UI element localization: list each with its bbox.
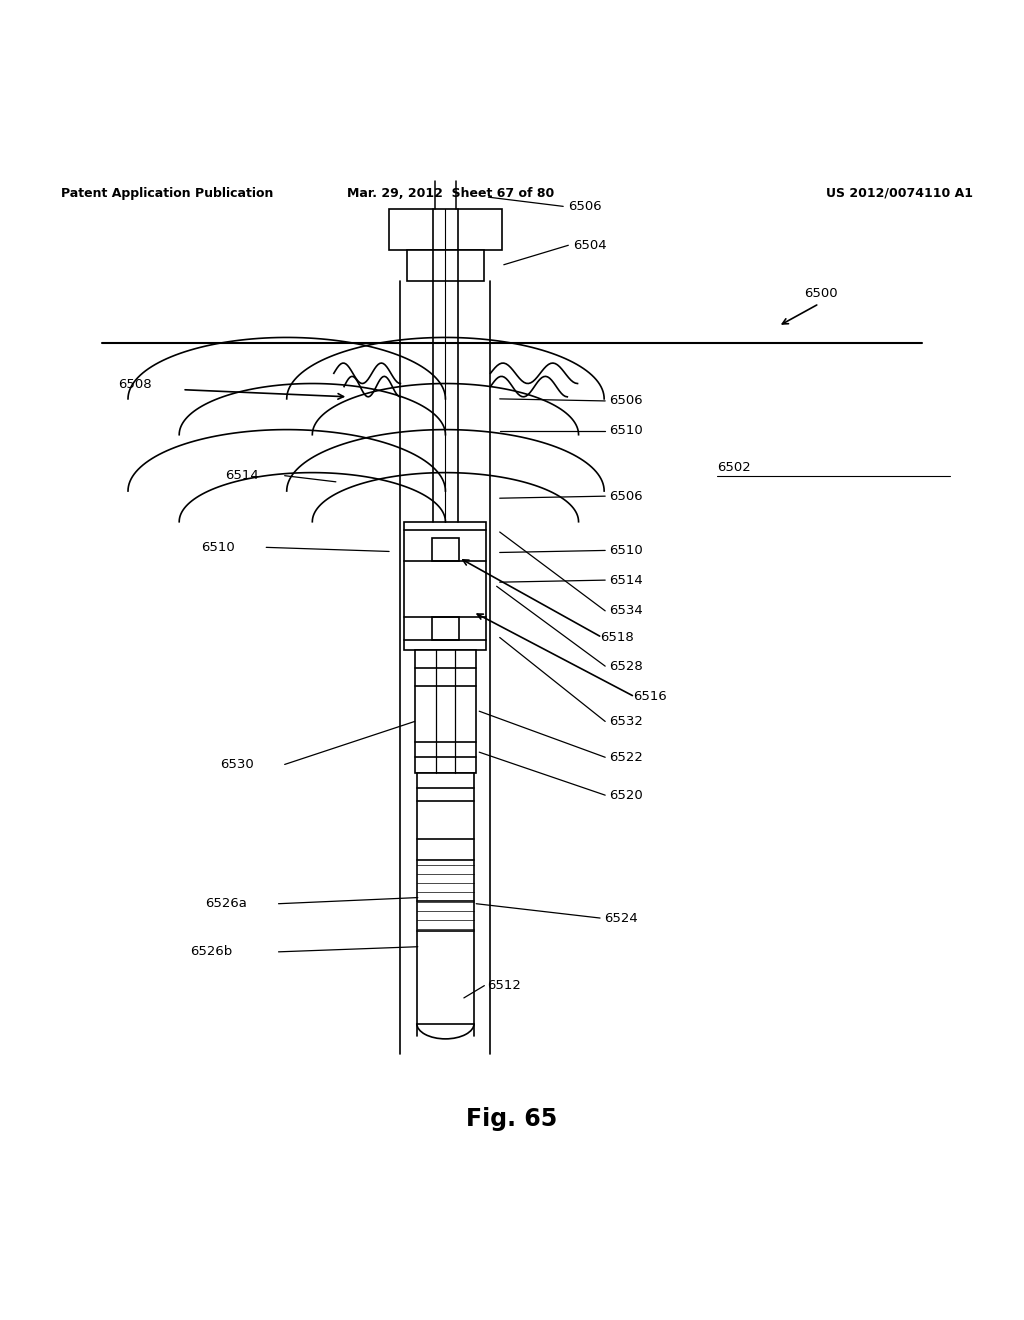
Text: Fig. 65: Fig. 65 bbox=[466, 1107, 558, 1131]
Text: 6526a: 6526a bbox=[205, 898, 247, 911]
Text: 6500: 6500 bbox=[804, 286, 838, 300]
Text: 6506: 6506 bbox=[609, 395, 643, 408]
Text: 6530: 6530 bbox=[220, 758, 254, 771]
Text: 6510: 6510 bbox=[609, 424, 643, 437]
Text: 6518: 6518 bbox=[600, 631, 634, 644]
Text: 6512: 6512 bbox=[487, 979, 521, 993]
Text: Mar. 29, 2012  Sheet 67 of 80: Mar. 29, 2012 Sheet 67 of 80 bbox=[347, 187, 554, 199]
Bar bbox=[404, 521, 486, 649]
Text: 6510: 6510 bbox=[201, 541, 234, 554]
Bar bbox=[432, 616, 459, 639]
Bar bbox=[432, 539, 459, 561]
Text: 6526b: 6526b bbox=[190, 945, 232, 958]
Text: 6532: 6532 bbox=[609, 715, 643, 727]
Text: 6510: 6510 bbox=[609, 544, 643, 557]
Bar bbox=[415, 649, 476, 772]
Text: 6534: 6534 bbox=[609, 605, 643, 618]
Text: US 2012/0074110 A1: US 2012/0074110 A1 bbox=[825, 187, 973, 199]
Text: 6514: 6514 bbox=[609, 574, 643, 586]
Bar bbox=[407, 251, 484, 281]
Text: 6506: 6506 bbox=[568, 199, 602, 213]
Text: 6516: 6516 bbox=[633, 690, 667, 704]
Text: 6528: 6528 bbox=[609, 660, 643, 673]
Text: 6502: 6502 bbox=[717, 461, 751, 474]
Bar bbox=[389, 210, 502, 251]
Text: 6524: 6524 bbox=[604, 912, 638, 924]
Text: 6522: 6522 bbox=[609, 751, 643, 764]
Text: 6514: 6514 bbox=[225, 469, 259, 482]
Text: 6520: 6520 bbox=[609, 788, 643, 801]
Text: 6506: 6506 bbox=[609, 490, 643, 503]
Bar bbox=[417, 772, 474, 1023]
Text: 6508: 6508 bbox=[118, 378, 152, 391]
Text: Patent Application Publication: Patent Application Publication bbox=[61, 187, 273, 199]
Text: 6504: 6504 bbox=[573, 239, 607, 252]
